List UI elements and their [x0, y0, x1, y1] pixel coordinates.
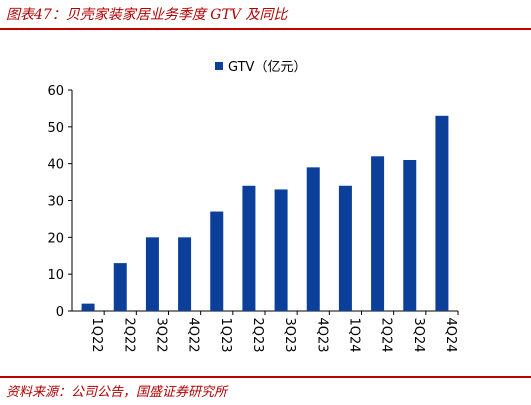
bar — [81, 303, 95, 311]
bar — [178, 237, 192, 311]
y-axis-ticks: 0 10 20 30 40 50 60 — [47, 84, 72, 320]
y-tick-label: 40 — [47, 158, 64, 173]
bar — [210, 211, 224, 311]
y-tick-label: 50 — [47, 121, 64, 136]
bar — [338, 185, 352, 311]
y-tick-label: 10 — [47, 268, 64, 283]
legend-label: GTV（亿元） — [228, 60, 306, 75]
x-tick-label: 1Q24 — [346, 317, 361, 352]
bar — [403, 159, 417, 311]
x-tick-label: 1Q22 — [89, 317, 104, 352]
bar — [306, 167, 320, 311]
y-tick-label: 0 — [56, 305, 64, 320]
x-tick-label: 3Q24 — [411, 317, 426, 352]
x-axis-labels: 1Q22 2Q22 3Q22 4Q22 1Q23 2Q23 3Q23 4Q23 1Q24 2Q24… — [89, 311, 459, 353]
x-tick-label: 1Q23 — [218, 317, 233, 352]
source-divider — [0, 376, 531, 378]
source-note: 资料来源：公司公告，国盛证券研究所 — [6, 385, 228, 400]
bar — [371, 156, 385, 311]
figure-title: 图表47：贝壳家装家居业务季度 GTV 及同比 — [6, 7, 288, 23]
bar — [274, 189, 288, 311]
bars — [81, 115, 449, 312]
y-tick-label: 60 — [47, 84, 64, 99]
x-tick-label: 2Q24 — [379, 317, 394, 352]
bar — [145, 237, 159, 311]
x-tick-label: 4Q22 — [186, 317, 201, 352]
legend: GTV（亿元） — [215, 60, 306, 75]
title-divider — [0, 28, 531, 30]
x-tick-label: 3Q22 — [153, 317, 168, 352]
x-tick-label: 2Q22 — [121, 317, 136, 352]
axes — [71, 90, 458, 312]
x-tick-label: 4Q24 — [443, 317, 458, 352]
y-tick-label: 30 — [47, 195, 64, 210]
y-tick-label: 20 — [47, 231, 64, 246]
x-tick-label: 4Q23 — [314, 317, 329, 352]
x-tick-label: 2Q23 — [250, 317, 265, 352]
bar — [242, 185, 256, 311]
legend-swatch — [215, 62, 223, 70]
bar — [435, 115, 449, 312]
x-tick-label: 3Q23 — [282, 317, 297, 352]
bar — [113, 263, 127, 311]
